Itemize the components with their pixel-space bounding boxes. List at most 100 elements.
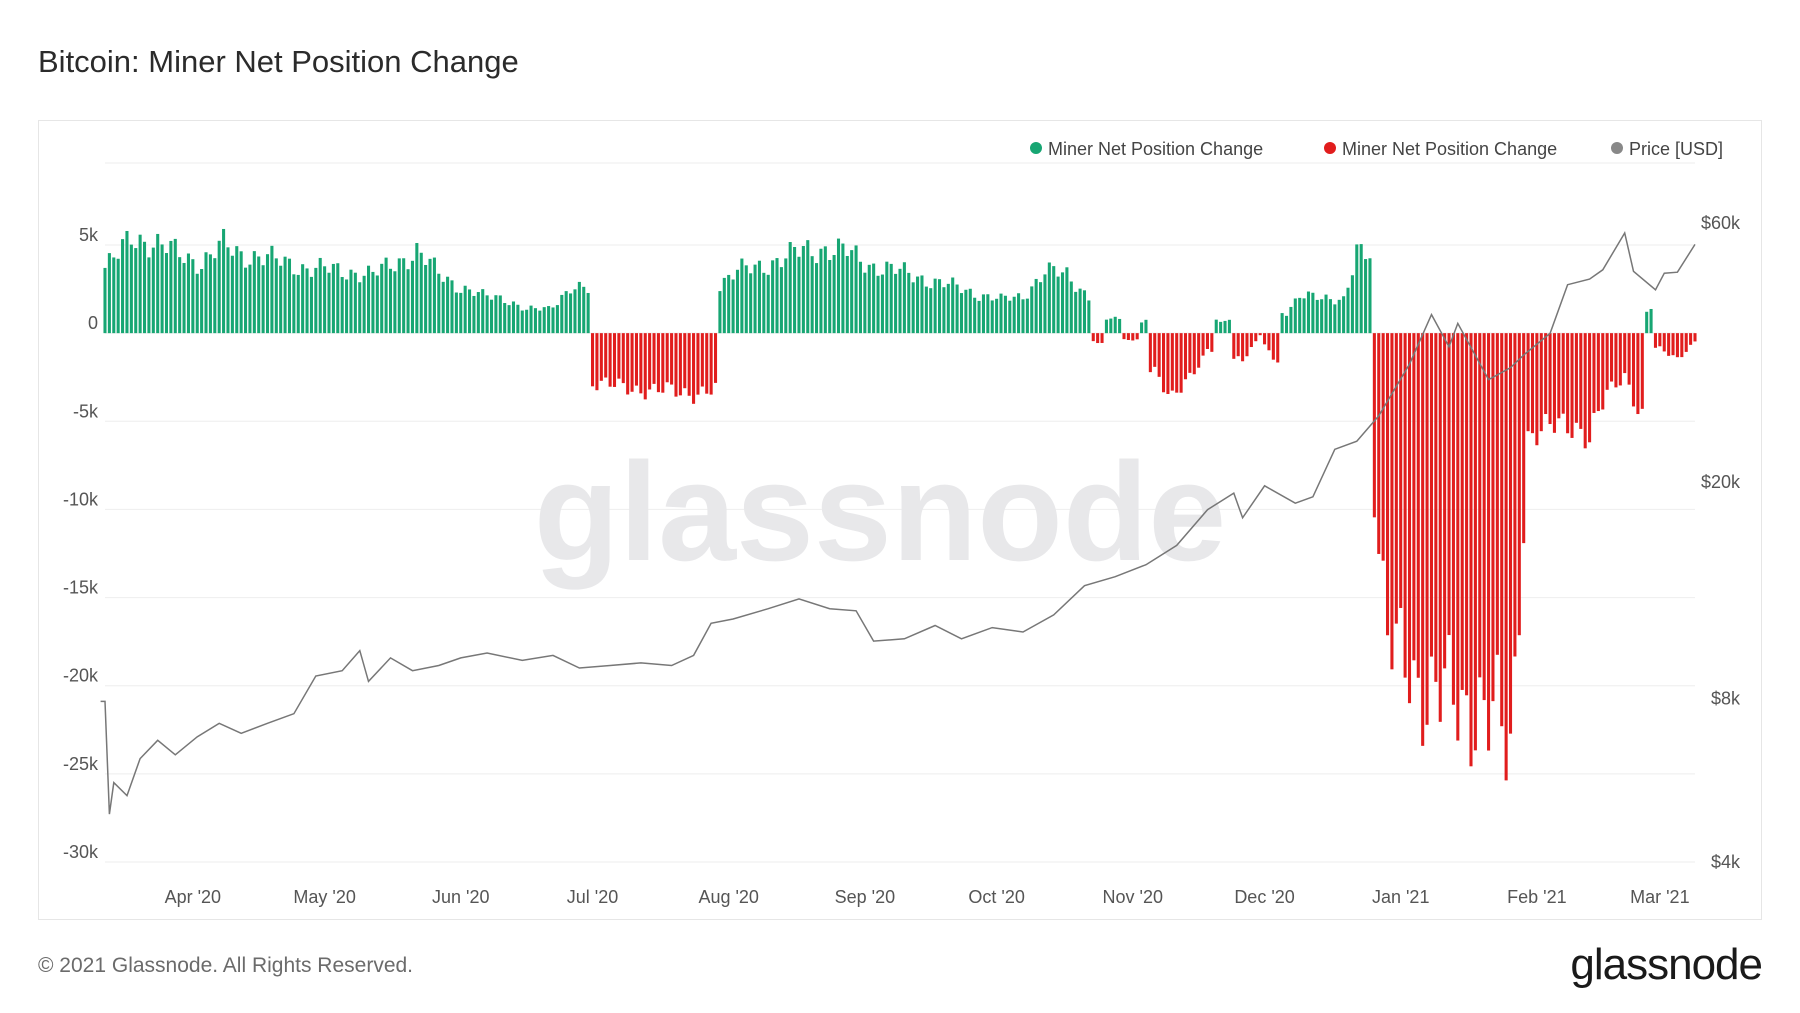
x-axis: Apr '20 May '20 Jun '20 Jul '20 Aug '20 Sep '… [165,887,1690,907]
x-tick-label: Jul '20 [567,887,618,907]
bar [516,304,520,334]
bar [889,263,893,334]
bar [323,266,327,334]
bar [604,333,608,378]
bar [1548,333,1552,425]
bar [459,292,463,334]
bar [147,257,151,334]
bar [1030,286,1034,334]
x-tick-label: Jun '20 [432,887,489,907]
bar [1183,333,1188,380]
bar [134,248,138,334]
bar [823,246,827,334]
y-left-tick-label: -20k [63,666,99,686]
y-left-tick-label: -5k [73,401,99,421]
bar [1179,333,1183,393]
bar [1592,333,1596,413]
bar [1069,281,1073,334]
bar [235,246,239,334]
bar [252,251,256,334]
bar [582,286,586,334]
bar [1328,299,1332,334]
bar [318,257,322,334]
bar [551,307,555,334]
y-left-tick-label: -15k [63,578,99,598]
bar [191,259,195,334]
bar [858,261,862,334]
bar [1258,333,1262,336]
legend-marker [1611,142,1623,154]
bar [986,294,990,334]
bar [178,257,182,334]
bar [1403,333,1407,678]
bar [630,333,634,392]
bar [1078,288,1082,334]
bar [788,242,792,334]
bar [393,271,397,334]
bar [766,274,770,334]
bar [1399,333,1403,608]
bar [705,333,709,394]
legend-label: Price [USD] [1629,139,1723,159]
bar [850,250,854,334]
bar [138,234,142,334]
bar [494,295,498,334]
bar [876,275,880,334]
bar [204,252,208,334]
y-axis-right: $60k $20k $8k $4k [1701,213,1741,872]
bar [1140,322,1144,334]
bar [1355,244,1359,334]
bar [481,289,485,334]
bar [1157,333,1161,377]
y-left-tick-label: -10k [63,489,99,509]
bar [1232,333,1236,359]
bar [279,265,283,334]
bar [151,247,155,334]
bar [1249,333,1253,348]
bar [1429,333,1433,657]
bar [819,248,823,334]
bar [305,268,309,334]
bar [1693,333,1697,342]
bar [1610,333,1614,382]
bar [208,254,212,334]
bar [810,256,814,334]
bar [301,264,305,334]
bar [999,293,1003,334]
bar [1671,333,1675,356]
bar [1109,318,1113,334]
bar [1333,304,1337,334]
bar [1588,333,1592,443]
bar [722,277,726,334]
bar [1579,333,1583,429]
bar [1623,333,1627,374]
bar [472,295,476,334]
chart: glassnode 5k 0 -5k -10k -15k -20k -25k -30k $60… [63,139,1741,907]
bar [1306,291,1311,334]
bar [1443,333,1447,669]
bar [397,258,401,334]
bar [815,263,819,334]
bar [560,294,564,334]
bar [270,245,274,334]
bar [735,269,740,334]
bar [924,286,928,334]
bar [244,267,248,334]
bar [463,285,467,334]
bar [1517,333,1521,636]
bar [1539,333,1543,432]
bar [1667,333,1671,356]
legend[interactable]: Miner Net Position Change Miner Net Posit… [1030,139,1723,159]
bar [845,255,849,334]
bar [362,275,366,334]
bar [652,333,656,384]
bar [1350,275,1354,334]
bar [283,256,287,334]
bar [665,333,669,383]
bar [836,238,841,334]
bar [880,274,884,334]
bar [1491,333,1495,702]
bar [1082,290,1087,334]
bar [867,264,871,334]
bar [586,292,590,334]
